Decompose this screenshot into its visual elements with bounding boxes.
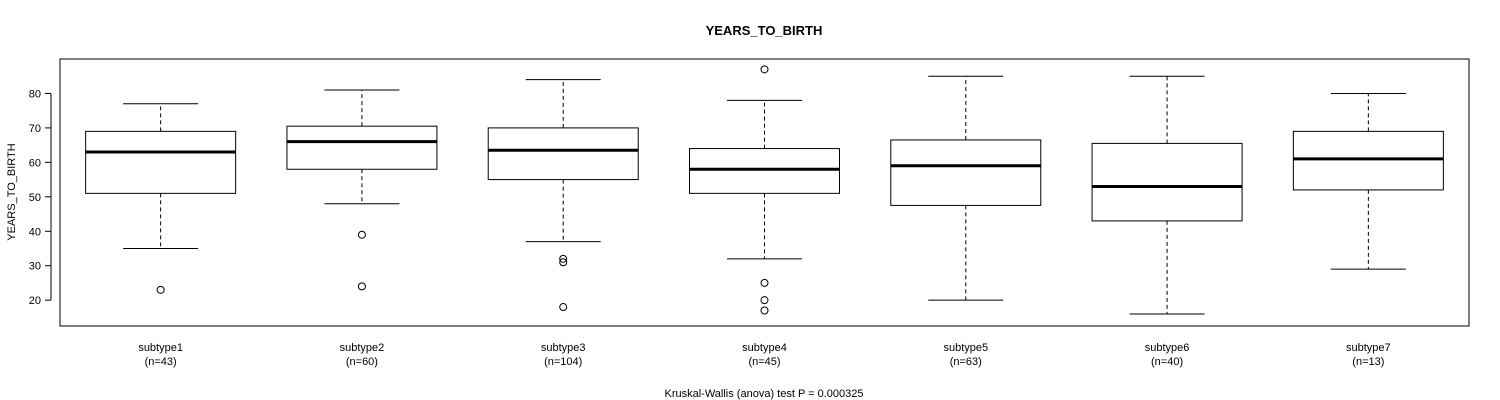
outlier-point — [357, 230, 366, 239]
y-tick-label-30: 30 — [29, 261, 41, 273]
outlier-point — [559, 258, 568, 267]
outlier-point — [760, 278, 769, 287]
box-subtype5 — [890, 75, 1042, 301]
box-subtype6 — [1091, 75, 1243, 315]
iqr-box — [487, 127, 639, 181]
box-series — [85, 65, 1444, 315]
plot-area-frame — [59, 58, 1470, 327]
x-label-subtype2: subtype2 — [340, 342, 385, 354]
outlier-point — [559, 254, 568, 263]
x-count-subtype3: (n=104) — [544, 356, 582, 368]
x-label-subtype4: subtype4 — [742, 342, 787, 354]
y-axis-label: YEARS_TO_BIRTH — [6, 143, 18, 240]
x-count-subtype7: (n=13) — [1352, 356, 1384, 368]
y-tick-label-60: 60 — [29, 157, 41, 169]
x-count-subtype1: (n=43) — [145, 356, 177, 368]
outlier-point — [559, 303, 568, 312]
x-count-subtype5: (n=63) — [950, 356, 982, 368]
box-subtype7 — [1292, 92, 1444, 270]
iqr-box — [1091, 142, 1243, 222]
outlier-point — [357, 282, 366, 291]
x-axis-labels: subtype1 (n=43) subtype2 (n=60) subtype3 (n=1… — [138, 342, 1390, 368]
x-count-subtype2: (n=60) — [346, 356, 378, 368]
outlier-point — [760, 65, 769, 74]
chart-title: YEARS_TO_BIRTH — [706, 23, 823, 38]
x-label-subtype6: subtype6 — [1145, 342, 1190, 354]
y-axis: 20 30 40 50 60 70 80 — [29, 88, 52, 307]
x-label-subtype3: subtype3 — [541, 342, 586, 354]
x-count-subtype6: (n=40) — [1151, 356, 1183, 368]
y-tick-label-40: 40 — [29, 226, 41, 238]
y-tick-label-20: 20 — [29, 295, 41, 307]
y-tick-label-80: 80 — [29, 88, 41, 100]
iqr-box — [1292, 130, 1444, 191]
iqr-box — [689, 148, 840, 194]
y-tick-label-70: 70 — [29, 123, 41, 135]
box-subtype2 — [286, 89, 438, 291]
kruskal-wallis-footnote: Kruskal-Wallis (anova) test P = 0.000325 — [664, 388, 863, 400]
box-subtype4 — [689, 65, 840, 315]
outlier-point — [156, 285, 165, 294]
iqr-box — [85, 130, 237, 194]
iqr-box — [890, 139, 1042, 206]
iqr-box — [286, 125, 438, 170]
x-label-subtype7: subtype7 — [1346, 342, 1391, 354]
x-label-subtype5: subtype5 — [943, 342, 988, 354]
outlier-point — [760, 306, 769, 315]
box-subtype3 — [487, 79, 639, 312]
x-label-subtype1: subtype1 — [138, 342, 183, 354]
y-tick-label-50: 50 — [29, 192, 41, 204]
x-count-subtype4: (n=45) — [748, 356, 780, 368]
outlier-point — [760, 296, 769, 305]
box-subtype1 — [85, 103, 237, 294]
